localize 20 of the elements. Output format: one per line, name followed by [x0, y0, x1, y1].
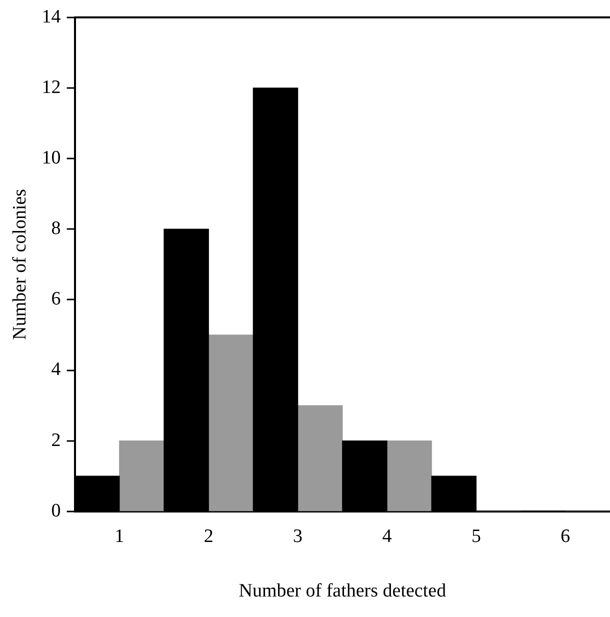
y-tick-label: 8	[51, 218, 61, 240]
y-tick-label: 12	[42, 76, 61, 98]
y-tick-label: 6	[51, 288, 61, 310]
y-tick-label: 2	[51, 430, 61, 451]
y-tick-label: 4	[51, 359, 62, 380]
x-tick-label: 1	[114, 526, 124, 547]
y-tick-label: 10	[42, 148, 61, 169]
y-tick-label: 0	[51, 500, 61, 522]
x-tick-label: 5	[471, 526, 481, 547]
x-tick-label: 2	[204, 526, 214, 547]
y-tick-label: 14	[42, 6, 62, 28]
bar	[208, 334, 254, 512]
x-tick-label: 4	[382, 526, 392, 547]
bar	[297, 405, 343, 512]
x-axis-title: Number of fathers detected	[238, 580, 447, 602]
x-tick-label: 6	[560, 526, 570, 547]
bar	[119, 440, 164, 512]
bar	[386, 440, 432, 512]
x-tick-label: 3	[293, 526, 303, 547]
y-axis-title: Number of colonies	[9, 188, 30, 340]
